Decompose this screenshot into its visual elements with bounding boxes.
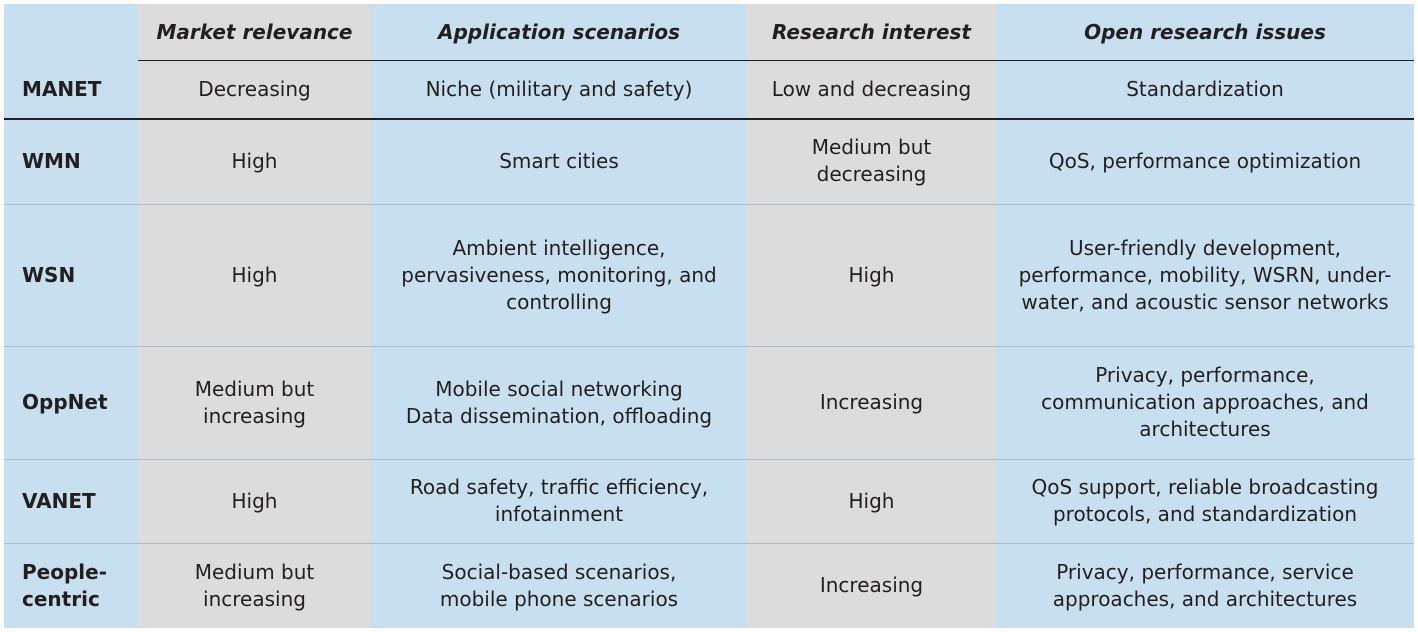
- table-cell-issues: QoS, performance optimization: [1048, 148, 1362, 173]
- row-divider: [4, 346, 1414, 347]
- column-header: Open research issues: [1084, 19, 1326, 44]
- column-header: Research interest: [772, 19, 971, 44]
- table-cell-scenarios: Smart cities: [499, 148, 619, 173]
- table-cell-market: High: [231, 148, 278, 173]
- column-header: Application scenarios: [438, 19, 680, 44]
- column-header: Market relevance: [156, 19, 353, 44]
- manet-rule: [4, 118, 1414, 120]
- table-cell-interest: Increasing: [819, 390, 924, 414]
- row-divider: [4, 543, 1414, 544]
- table-cell-market: High: [231, 488, 278, 513]
- table-cell-issues: Privacy, performance, service approaches…: [1052, 559, 1358, 611]
- table-cell-interest: Increasing: [819, 573, 924, 597]
- table-cell-issues: QoS support, reliable broadcasting proto…: [1031, 475, 1379, 526]
- row-header: People- centric: [22, 559, 107, 611]
- table-cell-market: Decreasing: [198, 76, 311, 101]
- table-cell-issues: Standardization: [1126, 76, 1284, 101]
- column-band-1: [138, 4, 371, 628]
- header-rule: [138, 60, 1414, 61]
- table-cell-interest: High: [848, 262, 895, 287]
- table-cell-issues: Privacy, performance, communication appr…: [1041, 363, 1369, 441]
- table-cell-issues: User-friendly development, performance, …: [1018, 235, 1392, 314]
- table-cell-market: Medium but increasing: [194, 559, 315, 611]
- row-header: VANET: [22, 488, 96, 513]
- table-cell-scenarios: Niche (military and safety): [425, 76, 693, 101]
- comparison-table: Market relevance Application scenarios Res…: [4, 4, 1414, 628]
- row-header: WMN: [22, 148, 81, 173]
- table-cell-scenarios: Road safety, traffic efficiency, infotai…: [409, 475, 709, 526]
- table-cell-interest: High: [848, 488, 895, 513]
- table-cell-scenarios: Mobile social networking Data disseminat…: [405, 376, 713, 428]
- row-divider: [4, 459, 1414, 460]
- row-header: WSN: [22, 262, 76, 287]
- column-band-2: [371, 4, 747, 628]
- row-header-band: [4, 4, 138, 628]
- table-cell-interest: Low and decreasing: [771, 76, 972, 101]
- column-band-3: [747, 4, 996, 628]
- row-header: MANET: [22, 76, 102, 101]
- row-header: OppNet: [22, 390, 108, 414]
- table-cell-interest: Medium but decreasing: [811, 135, 932, 186]
- table-cell-scenarios: Ambient intelligence, pervasiveness, mon…: [401, 235, 717, 314]
- table-cell-market: Medium but increasing: [194, 376, 315, 428]
- row-divider: [4, 204, 1414, 205]
- table-cell-scenarios: Social-based scenarios, mobile phone sce…: [439, 559, 679, 611]
- column-band-4: [996, 4, 1414, 628]
- table-cell-market: High: [231, 262, 278, 287]
